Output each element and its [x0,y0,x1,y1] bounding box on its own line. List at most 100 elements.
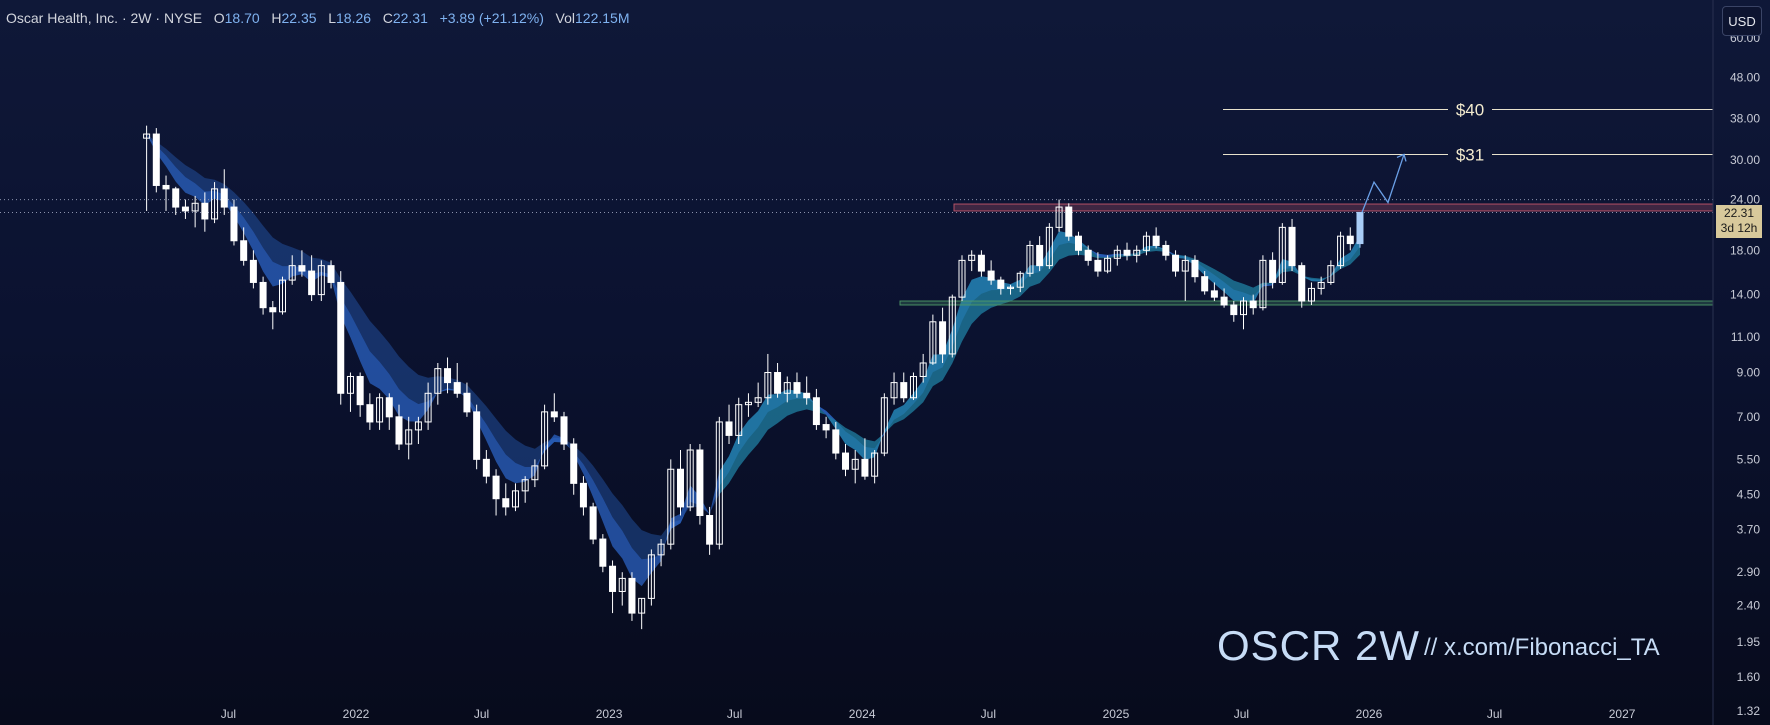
candle[interactable] [405,416,413,460]
interval-label[interactable]: 2W [130,10,152,26]
candle[interactable] [647,549,655,606]
candle[interactable] [1113,245,1121,266]
candle[interactable] [851,449,859,484]
candle[interactable] [1337,231,1345,269]
candle[interactable] [1259,255,1267,311]
candle[interactable] [395,404,403,450]
candle[interactable] [909,372,917,401]
candle[interactable] [414,416,422,445]
candle[interactable] [1307,282,1315,305]
candle[interactable] [706,506,714,555]
candle[interactable] [1356,211,1364,248]
candle[interactable] [900,372,908,403]
candle[interactable] [1142,231,1150,256]
candle[interactable] [1191,255,1199,283]
candle[interactable] [521,476,529,503]
candle[interactable] [385,393,393,430]
candle[interactable] [240,227,248,266]
candle[interactable] [541,404,549,470]
candle[interactable] [929,314,937,365]
candle[interactable] [162,175,170,211]
candle[interactable] [842,444,850,477]
candle[interactable] [754,382,762,408]
candle[interactable] [793,372,801,398]
candle[interactable] [948,294,956,358]
candle[interactable] [424,382,432,430]
candle[interactable] [997,276,1005,295]
candle[interactable] [269,301,277,330]
candle[interactable] [735,397,743,445]
candle[interactable] [531,459,539,488]
candle[interactable] [1016,271,1024,293]
candle[interactable] [676,449,684,516]
candle[interactable] [473,404,481,470]
candle[interactable] [337,271,345,405]
candle[interactable] [1249,294,1257,315]
candle[interactable] [317,260,325,302]
candle[interactable] [599,534,607,573]
candle[interactable] [1269,252,1277,289]
candle[interactable] [1045,223,1053,269]
candle[interactable] [298,250,306,277]
candle[interactable] [1317,276,1325,295]
candle[interactable] [1230,301,1238,322]
candle[interactable] [191,195,199,228]
candle[interactable] [1074,231,1082,256]
candle[interactable] [550,393,558,422]
candle[interactable] [249,250,257,289]
candle[interactable] [492,469,500,516]
candle[interactable] [1327,260,1335,285]
candle[interactable] [230,199,238,246]
candle[interactable] [288,255,296,285]
candle[interactable] [463,382,471,417]
candle[interactable] [346,372,354,412]
candle[interactable] [638,597,646,630]
candle[interactable] [832,421,840,460]
candle[interactable] [579,476,587,516]
candle[interactable] [1288,218,1296,272]
candle[interactable] [259,276,267,315]
candle[interactable] [1240,297,1248,330]
candle[interactable] [1162,240,1170,261]
candle[interactable] [919,353,927,383]
candle[interactable] [1133,245,1141,263]
candle[interactable] [958,255,966,302]
candle[interactable] [143,125,151,211]
support-zone[interactable] [899,300,1714,306]
candle[interactable] [1346,227,1354,251]
candle[interactable] [1181,255,1189,302]
candle[interactable] [1278,223,1286,285]
candle[interactable] [1026,240,1034,277]
projection-path[interactable] [1361,154,1405,213]
candle[interactable] [1298,262,1306,308]
candle[interactable] [861,438,869,480]
candle[interactable] [570,438,578,495]
candle[interactable] [783,376,791,403]
candle[interactable] [812,388,820,430]
candle[interactable] [696,444,704,525]
candle[interactable] [560,411,568,450]
candle[interactable] [1123,242,1131,261]
candle[interactable] [1152,227,1160,249]
candle[interactable] [1201,271,1209,295]
candle[interactable] [1094,252,1102,277]
candle[interactable] [356,372,364,417]
symbol-name[interactable]: Oscar Health, Inc. [6,10,119,26]
candle[interactable] [715,416,723,550]
candle[interactable] [1172,250,1180,277]
candle[interactable] [1007,284,1015,295]
candle[interactable] [444,357,452,394]
candle[interactable] [589,502,597,545]
candle[interactable] [1220,288,1228,308]
candle[interactable] [667,459,675,550]
candle[interactable] [968,250,976,272]
candle[interactable] [939,307,947,363]
currency-button[interactable]: USD [1722,6,1762,36]
candle[interactable] [725,404,733,445]
candle[interactable] [220,169,228,215]
candle[interactable] [987,260,995,285]
candle[interactable] [376,393,384,430]
candle[interactable] [1036,236,1044,272]
